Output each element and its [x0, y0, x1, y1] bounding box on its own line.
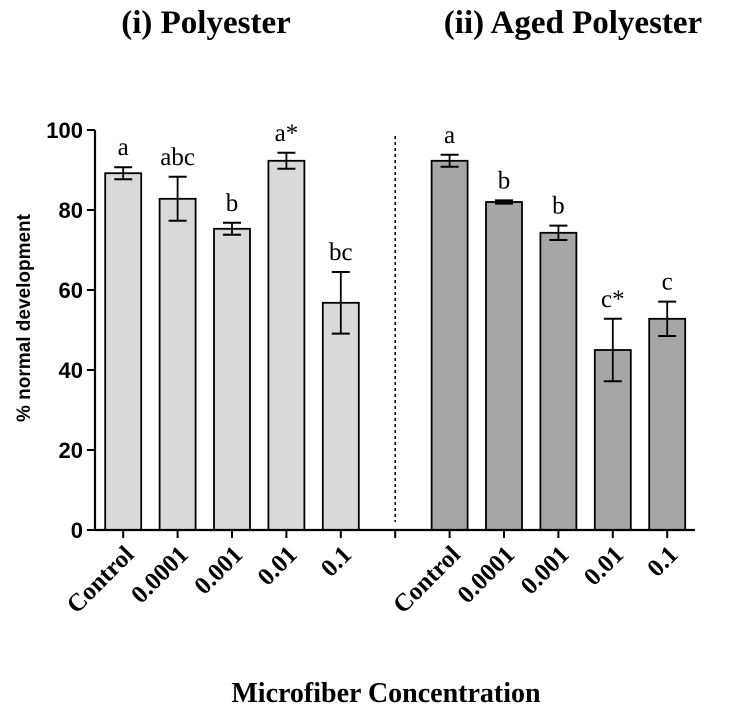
- y-tick-label: 80: [59, 198, 83, 223]
- error-bar: [440, 153, 459, 168]
- bar: [485, 201, 523, 531]
- significance-label: c: [662, 269, 673, 296]
- significance-label: a: [118, 134, 129, 161]
- bar: [213, 227, 251, 531]
- significance-label: bc: [329, 239, 353, 266]
- error-bar: [603, 317, 622, 383]
- bar: [104, 172, 143, 531]
- panel-title: (i) Polyester: [121, 5, 291, 41]
- error-bar: [168, 175, 187, 222]
- y-axis-title: % normal development: [14, 213, 35, 422]
- bar: [267, 159, 306, 531]
- y-tick-label: 60: [59, 278, 83, 303]
- axes: 0 20 40 60 80 100: [46, 118, 695, 543]
- x-tick-label: 0.1: [316, 541, 357, 582]
- x-tick-label: 0.001: [516, 541, 575, 600]
- error-bar: [658, 300, 677, 337]
- significance-label: b: [552, 193, 565, 220]
- error-bar: [495, 199, 513, 205]
- error-bar: [223, 221, 241, 236]
- significance-label: b: [226, 190, 239, 217]
- y-tick-label: 20: [59, 438, 83, 463]
- significance-label: a*: [275, 120, 299, 147]
- significance-label: abc: [160, 144, 195, 171]
- significance-label: b: [498, 167, 511, 194]
- bar: [539, 231, 578, 531]
- x-axis-title: Microfiber Concentration: [231, 678, 541, 709]
- error-bar: [331, 271, 350, 335]
- x-tick-label: 0.0001: [453, 541, 521, 609]
- y-tick-label: 0: [71, 518, 83, 543]
- x-tick-label: 0.01: [579, 541, 629, 591]
- error-bars: [114, 151, 677, 383]
- panel-title: (ii) Aged Polyester: [444, 5, 702, 41]
- significance-label: c*: [601, 286, 625, 313]
- significance-label: a: [444, 122, 455, 149]
- error-bar: [277, 151, 296, 170]
- error-bar: [549, 224, 568, 241]
- panel-titles: (i) Polyester (ii) Aged Polyester: [121, 5, 702, 41]
- significance-labels: a abc b a* bc a b b c* c: [118, 120, 673, 313]
- x-tick-label: Control: [388, 541, 466, 619]
- x-tick-label: 0.0001: [126, 541, 194, 609]
- bar: [648, 317, 687, 531]
- x-tick-label: 0.1: [642, 541, 683, 582]
- x-tick-label: Control: [62, 541, 140, 619]
- bar: [430, 159, 469, 531]
- bar: [158, 197, 197, 531]
- error-bar: [114, 166, 133, 181]
- y-tick-label: 40: [59, 358, 83, 383]
- x-tick-label: 0.001: [189, 541, 248, 600]
- bar: [321, 301, 360, 531]
- y-tick-label: 100: [46, 118, 83, 143]
- x-tick-label: 0.01: [253, 541, 303, 591]
